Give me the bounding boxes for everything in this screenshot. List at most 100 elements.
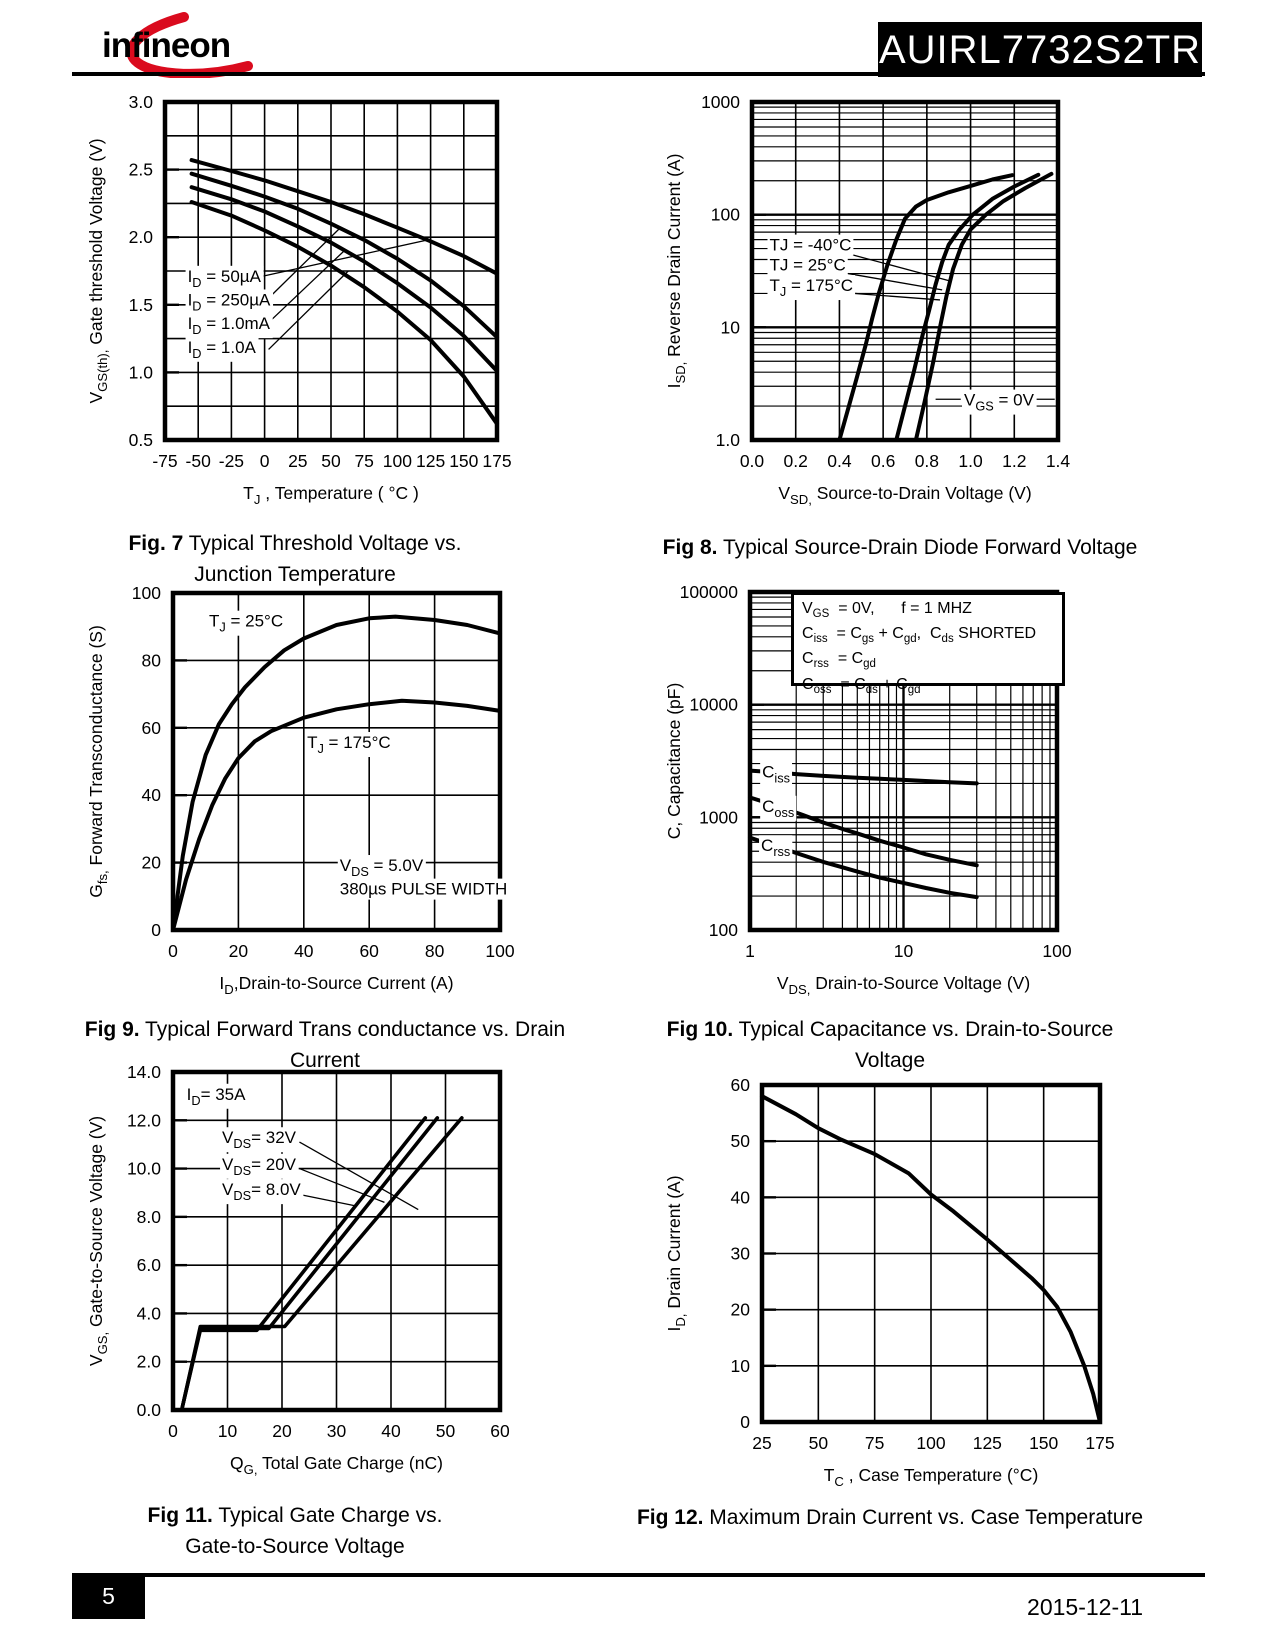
svg-text:0: 0 <box>168 1421 178 1441</box>
svg-text:1.4: 1.4 <box>1046 451 1071 471</box>
svg-text:TJ , Temperature ( °C ): TJ , Temperature ( °C ) <box>243 483 419 506</box>
svg-text:25: 25 <box>752 1433 771 1453</box>
fig11-gate-charge-chart-label: VDS= 20V <box>222 1155 297 1178</box>
fig8-source-drain-diode-chart-label: TJ = 25°C <box>769 255 845 274</box>
svg-text:10000: 10000 <box>689 695 738 715</box>
fig9-transconductance-chart-label: VDS = 5.0V <box>340 856 424 879</box>
footer-date: 2015-12-11 <box>1027 1594 1143 1620</box>
svg-text:0.0: 0.0 <box>137 1400 162 1420</box>
svg-text:40: 40 <box>381 1421 401 1441</box>
fig9-transconductance-chart-label: 380µs PULSE WIDTH <box>340 880 508 899</box>
svg-text:0: 0 <box>260 451 270 471</box>
svg-text:1000: 1000 <box>699 807 738 827</box>
svg-text:10: 10 <box>721 317 741 337</box>
svg-text:30: 30 <box>327 1421 347 1441</box>
svg-text:1.2: 1.2 <box>1002 451 1026 471</box>
svg-text:0.2: 0.2 <box>784 451 808 471</box>
caption-fig11: Fig 11. Typical Gate Charge vs. Gate-to-S… <box>147 1504 443 1558</box>
svg-text:ISD, Reverse Drain Current (A): ISD, Reverse Drain Current (A) <box>664 154 688 389</box>
fig7-threshold-voltage-chart-label: ID = 1.0A <box>188 338 257 361</box>
part-number: AUIRL7732S2TR <box>878 28 1202 72</box>
caption-fig12: Fig 12. Maximum Drain Current vs. Case T… <box>636 1506 1144 1529</box>
fig10-capacitance-chart-label: Ciss <box>762 763 790 786</box>
svg-text:2.5: 2.5 <box>129 160 153 180</box>
svg-text:60: 60 <box>359 941 379 961</box>
svg-text:-50: -50 <box>186 451 212 471</box>
svg-text:1: 1 <box>745 941 755 961</box>
fig7-threshold-voltage-chart-label: ID = 250µA <box>188 290 271 313</box>
svg-text:0.0: 0.0 <box>740 451 765 471</box>
svg-text:175: 175 <box>482 451 511 471</box>
svg-text:75: 75 <box>354 451 373 471</box>
svg-text:2.0: 2.0 <box>129 227 154 247</box>
fig11-gate-charge-chart-label: VDS= 8.0V <box>222 1180 301 1203</box>
header-rule <box>72 72 1205 76</box>
fig12-max-drain-current-chart: 25 50 75 100 125 150 175 0 10 20 30 40 50 60 TC , Case… <box>664 1075 1115 1489</box>
fig9-transconductance-chart-label: TJ = 25°C <box>209 612 283 635</box>
fig10-capacitance-chart-label: Crss <box>761 836 790 859</box>
svg-text:100: 100 <box>132 583 161 603</box>
fig9-transconductance-chart-series <box>171 698 502 932</box>
fig7-threshold-voltage-chart-series <box>189 171 499 340</box>
svg-text:75: 75 <box>865 1433 884 1453</box>
svg-text:50: 50 <box>731 1131 751 1151</box>
svg-text:50: 50 <box>809 1433 829 1453</box>
svg-text:100: 100 <box>485 941 514 961</box>
svg-text:TC , Case Temperature (°C): TC , Case Temperature (°C) <box>824 1465 1039 1489</box>
svg-text:8.0: 8.0 <box>137 1207 162 1227</box>
svg-text:14.0: 14.0 <box>127 1062 161 1082</box>
svg-text:30: 30 <box>731 1244 751 1264</box>
fig11-gate-charge-chart-series <box>179 1116 428 1412</box>
svg-text:1000: 1000 <box>701 92 740 112</box>
fig7-threshold-voltage-chart-series <box>189 158 499 276</box>
part-number-box: AUIRL7732S2TR <box>878 22 1202 77</box>
svg-text:0: 0 <box>740 1412 750 1432</box>
svg-text:ID, Drain Current (A): ID, Drain Current (A) <box>664 1175 688 1331</box>
svg-text:2.0: 2.0 <box>137 1352 162 1372</box>
infineon-logo: infineon <box>102 12 253 78</box>
svg-text:100: 100 <box>916 1433 945 1453</box>
caption-fig7: Fig. 7 Typical Threshold Voltage vs. Junc… <box>128 532 462 586</box>
svg-text:80: 80 <box>425 941 445 961</box>
svg-text:VGS(th), Gate threshold Voltag: VGS(th), Gate threshold Voltage (V) <box>86 138 110 403</box>
fig10-capacitance-chart-label: Coss <box>762 797 794 820</box>
svg-text:10: 10 <box>894 941 914 961</box>
logo-wordmark: infineon <box>102 26 230 65</box>
svg-text:50: 50 <box>436 1421 456 1441</box>
svg-text:175: 175 <box>1085 1433 1114 1453</box>
fig9-transconductance-chart-series <box>171 614 502 932</box>
svg-text:C, Capacitance (pF): C, Capacitance (pF) <box>664 683 684 840</box>
fig8-source-drain-diode-chart-label: TJ = 175°C <box>769 276 853 299</box>
svg-text:VSD, Source-to-Drain Voltage (: VSD, Source-to-Drain Voltage (V) <box>778 483 1031 506</box>
svg-text:40: 40 <box>294 941 314 961</box>
fig11-gate-charge-chart-label: VDS= 32V <box>222 1128 297 1151</box>
caption-fig10: Fig 10. Typical Capacitance vs. Drain-to… <box>666 1018 1114 1072</box>
svg-text:40: 40 <box>731 1187 751 1207</box>
svg-text:60: 60 <box>731 1075 751 1095</box>
svg-text:10: 10 <box>218 1421 238 1441</box>
caption-fig9: Fig 9. Typical Forward Trans conductance… <box>84 1018 566 1072</box>
svg-text:100000: 100000 <box>680 582 739 602</box>
svg-text:20: 20 <box>272 1421 292 1441</box>
svg-text:1.5: 1.5 <box>129 295 153 315</box>
svg-text:10: 10 <box>731 1356 751 1376</box>
svg-text:Gfs, Forward Transconductance: Gfs, Forward Transconductance (S) <box>86 625 110 898</box>
svg-text:20: 20 <box>731 1300 751 1320</box>
fig8-source-drain-diode-chart-series <box>837 173 1015 442</box>
svg-text:10.0: 10.0 <box>127 1159 161 1179</box>
svg-text:0.8: 0.8 <box>915 451 939 471</box>
svg-text:150: 150 <box>449 451 478 471</box>
footer-rule <box>72 1573 1205 1577</box>
svg-text:3.0: 3.0 <box>129 92 154 112</box>
svg-text:100: 100 <box>1042 941 1071 961</box>
svg-text:20: 20 <box>229 941 249 961</box>
svg-text:1.0: 1.0 <box>716 430 741 450</box>
fig9-transconductance-chart-label: TJ = 175°C <box>307 733 391 756</box>
page-number: 5 <box>102 1583 115 1609</box>
svg-text:-25: -25 <box>219 451 244 471</box>
svg-text:VGS, Gate-to-Source Voltage (V: VGS, Gate-to-Source Voltage (V) <box>86 1116 110 1366</box>
svg-text:ID,Drain-to-Source Current (A): ID,Drain-to-Source Current (A) <box>219 973 453 997</box>
